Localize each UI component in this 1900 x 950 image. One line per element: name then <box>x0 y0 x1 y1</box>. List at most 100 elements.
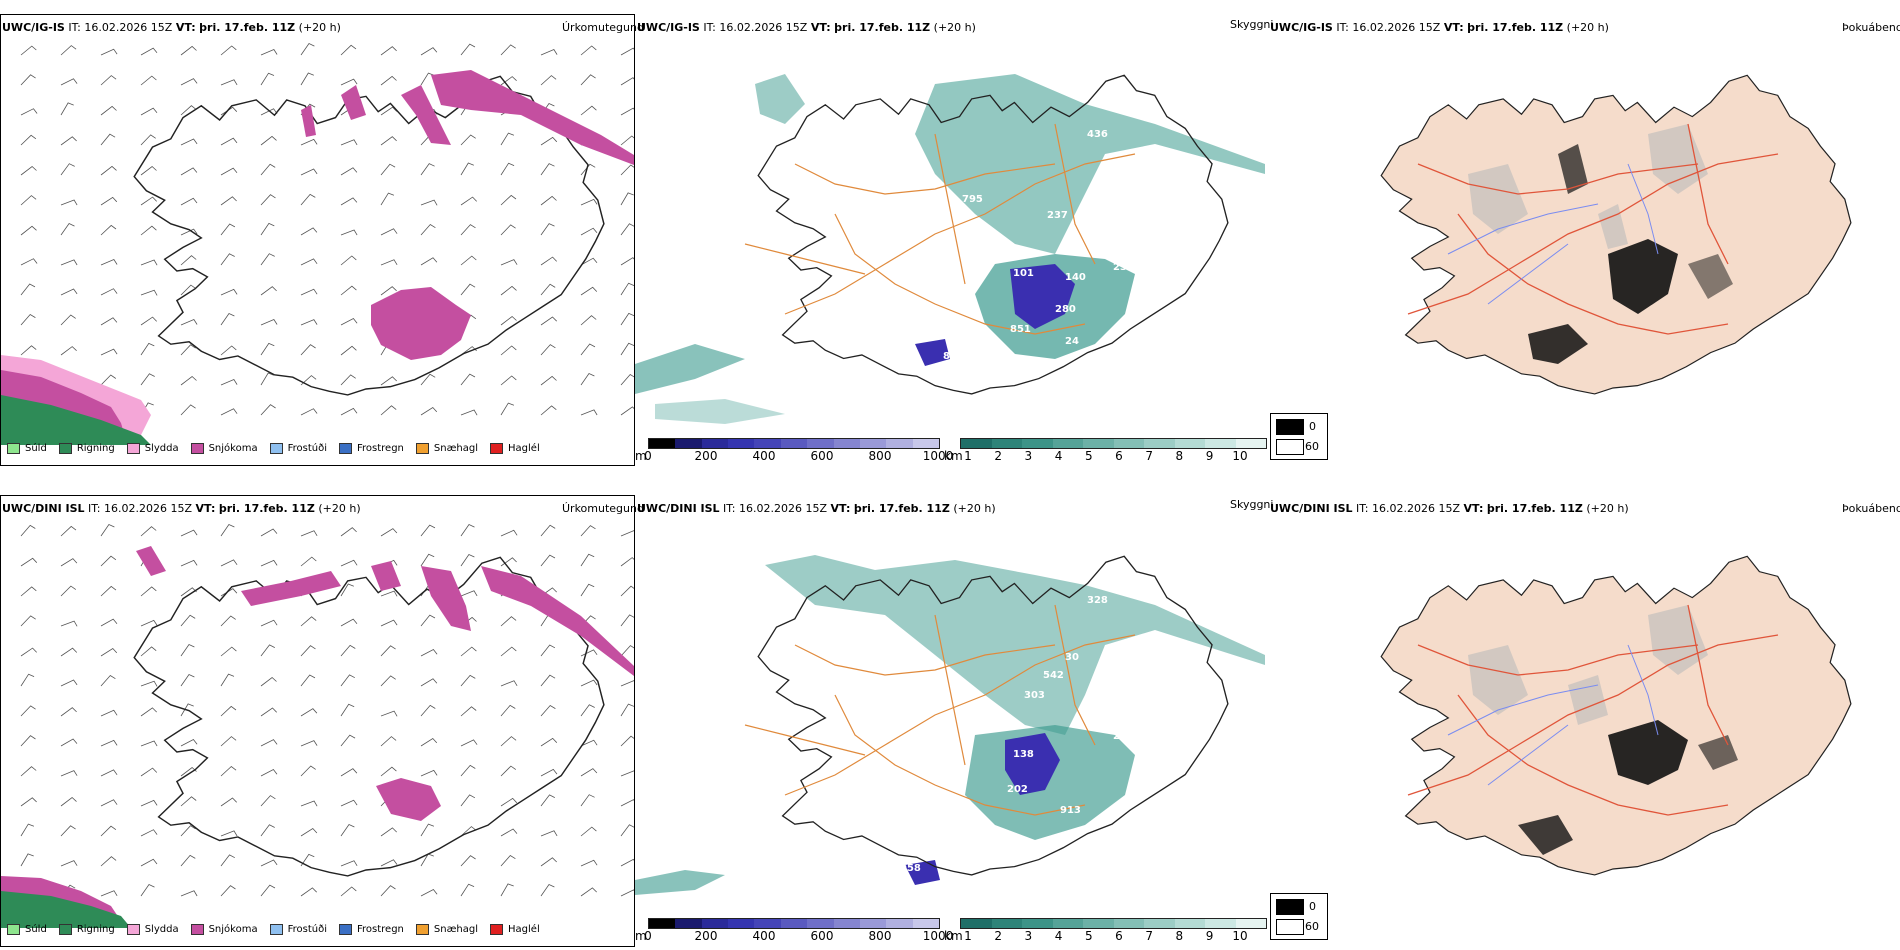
wind-barb <box>540 136 558 146</box>
precip-title-top: Úrkomutegund <box>562 21 644 34</box>
wind-barb <box>580 409 598 416</box>
wind-barb <box>380 619 398 627</box>
wind-barb <box>300 674 316 687</box>
wind-barb <box>260 676 277 687</box>
tick-label: 2 <box>994 929 1003 943</box>
wind-barb <box>420 72 435 86</box>
colorbar-segment <box>961 919 992 928</box>
roads <box>744 123 1136 335</box>
wind-barb <box>340 734 356 747</box>
wind-barb <box>540 48 558 56</box>
wind-barb <box>220 79 238 86</box>
legend-swatch <box>190 443 204 454</box>
it-label: IT: <box>703 21 716 34</box>
legend-item: Frostúði <box>269 924 327 935</box>
fog-map-top <box>1380 74 1852 395</box>
fog-map-bottom <box>1380 555 1852 876</box>
wind-barb <box>380 645 396 657</box>
tick-label: 10 <box>1232 929 1248 943</box>
wind-barb <box>620 77 634 86</box>
wind-barb <box>620 164 634 176</box>
wind-barb <box>220 559 238 567</box>
wind-barb <box>60 136 77 146</box>
wind-barb <box>500 616 517 627</box>
wind-barb <box>380 75 397 86</box>
legend-label: Súld <box>25 443 47 454</box>
wind-barb <box>100 105 117 116</box>
wind-barb <box>220 885 236 897</box>
fog-white-label: 60 <box>1305 440 1319 453</box>
tick-label: 2 <box>994 449 1003 463</box>
wind-barb <box>540 674 556 687</box>
precip-legend: Súld Rigning Slydda Snjókoma Frostúði Fr… <box>7 924 552 935</box>
wind-barb <box>220 253 235 266</box>
wind-barb <box>420 257 438 266</box>
colorbar-segment <box>807 439 834 448</box>
wind-barb <box>300 319 318 326</box>
colorbar-segment <box>1235 919 1266 928</box>
legend-label: Rigning <box>76 924 115 935</box>
colorbar-segment <box>886 919 913 928</box>
wind-barb <box>180 796 197 807</box>
wind-barb <box>220 615 236 627</box>
wind-barb <box>380 46 397 56</box>
tick-label: 1000 <box>922 449 954 463</box>
legend-label: Rigning <box>76 443 115 454</box>
wind-barb <box>340 345 357 356</box>
wind-barb <box>20 225 37 236</box>
wind-barb <box>340 167 358 176</box>
vis-label: 542 <box>1043 670 1064 681</box>
wind-barb <box>140 767 158 777</box>
tick-label: 6 <box>1115 449 1123 463</box>
wind-barb <box>220 45 237 56</box>
wind-barb <box>380 827 397 837</box>
wind-barb <box>460 523 475 537</box>
colorbar-segment <box>912 919 939 928</box>
wind-barb <box>540 344 556 356</box>
wind-barb <box>380 106 398 116</box>
legend-label: Frostregn <box>357 924 404 935</box>
snow-area <box>421 566 471 631</box>
precip-legend: Súld Rigning Slydda Snjókoma Frostúði Fr… <box>7 443 552 454</box>
it-label: IT: <box>88 502 101 515</box>
wind-barb <box>300 765 316 777</box>
wind-barb <box>580 74 596 86</box>
tick-label: 0 <box>644 449 652 463</box>
wind-barb <box>180 559 198 567</box>
wind-barb <box>140 740 158 747</box>
wind-barb <box>620 614 634 627</box>
colorbar-segment <box>1205 919 1236 928</box>
wind-barb <box>420 614 436 627</box>
lead-time: (+20 h) <box>1566 21 1609 34</box>
wind-barb <box>260 559 278 567</box>
wind-barb <box>380 259 398 266</box>
wind-barb <box>260 342 275 356</box>
wind-barb <box>220 312 235 326</box>
wind-barb <box>180 255 197 266</box>
wind-barb <box>300 827 318 837</box>
vis-label: 216 <box>1113 731 1134 742</box>
wind-barb <box>460 794 476 807</box>
wind-barb <box>460 674 476 687</box>
wind-barb <box>500 345 517 356</box>
wind-barb <box>620 47 634 56</box>
wind-barb <box>340 823 355 837</box>
tick-label: 1 <box>964 449 972 463</box>
wind-barb <box>580 739 598 747</box>
vt-value: þri. 17.feb. 11Z <box>1486 502 1583 515</box>
colorbar-segment <box>1174 439 1205 448</box>
legend-item: Súld <box>7 443 47 454</box>
wind-barb <box>20 134 37 146</box>
wind-barb <box>220 106 238 116</box>
wind-barb <box>100 196 118 206</box>
wind-barb <box>60 738 78 747</box>
vis-ticks: 1 2 3 4 5 6 7 8 9 10 <box>964 929 1247 943</box>
wind-barb <box>460 739 478 747</box>
wind-barb <box>460 826 477 837</box>
lead-time: (+20 h) <box>1586 502 1629 515</box>
wind-barb <box>340 860 358 867</box>
wind-barb <box>260 707 277 717</box>
wind-barb <box>620 257 634 266</box>
wind-barb <box>420 553 435 567</box>
wind-barb <box>260 372 274 386</box>
